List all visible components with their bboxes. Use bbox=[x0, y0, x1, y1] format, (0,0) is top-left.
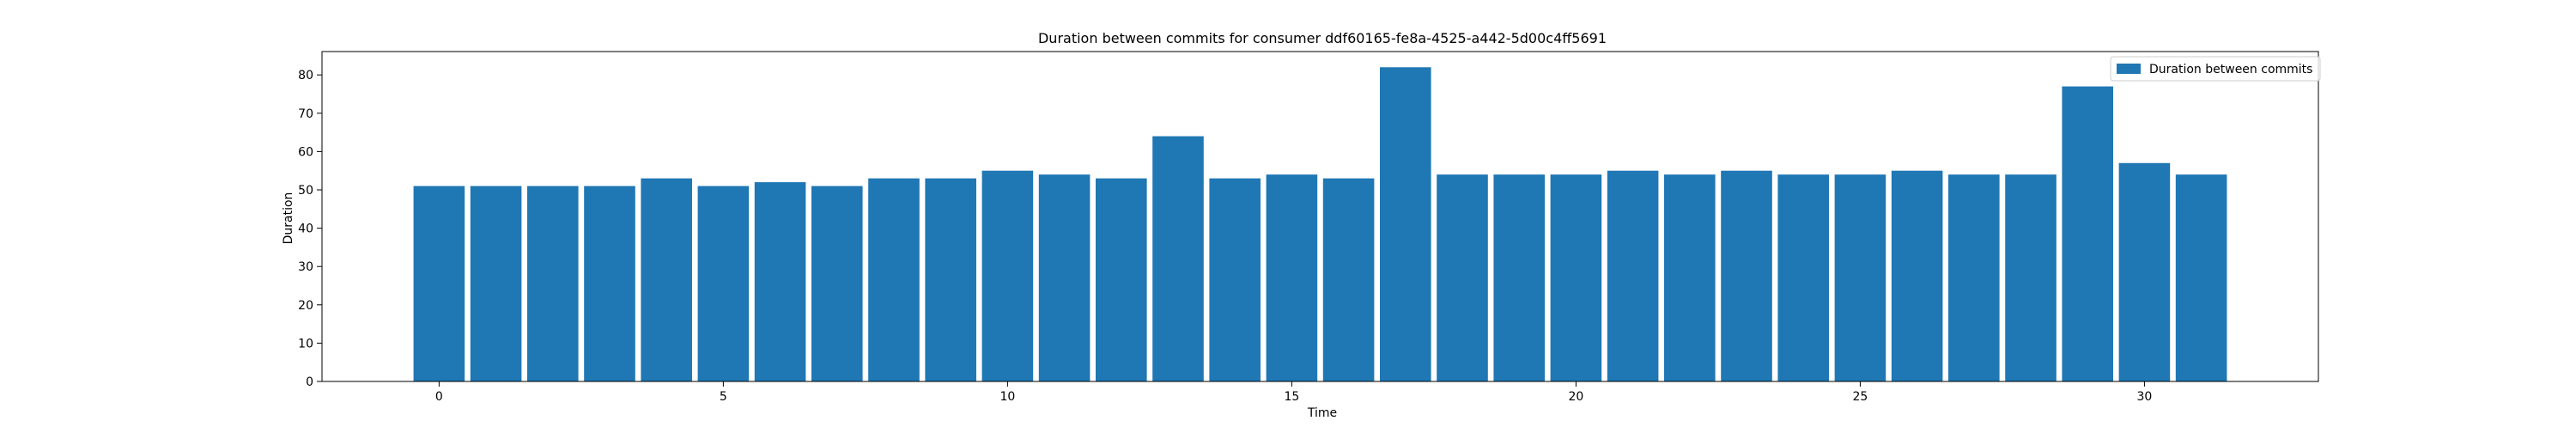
bar bbox=[584, 186, 635, 381]
bar bbox=[1493, 174, 1545, 381]
bar bbox=[1948, 174, 2000, 381]
bar bbox=[1834, 174, 1886, 381]
bar bbox=[1721, 170, 1772, 381]
bar bbox=[1607, 170, 1659, 381]
bar bbox=[1380, 67, 1431, 382]
bar bbox=[1437, 174, 1488, 381]
legend-swatch bbox=[2117, 64, 2141, 74]
bar bbox=[470, 186, 522, 381]
x-tick-label: 15 bbox=[1284, 390, 1299, 404]
y-tick-label: 30 bbox=[298, 260, 313, 274]
x-tick-label: 10 bbox=[999, 390, 1015, 404]
bar bbox=[1664, 174, 1716, 381]
y-tick-label: 20 bbox=[298, 299, 313, 313]
bar bbox=[1209, 178, 1261, 381]
bar bbox=[1096, 178, 1147, 381]
bar bbox=[2175, 174, 2227, 381]
x-axis-label: Time bbox=[1307, 406, 1337, 420]
bar bbox=[1777, 174, 1830, 381]
bar bbox=[1322, 178, 1375, 381]
y-tick-label: 60 bbox=[298, 145, 313, 159]
bar bbox=[1038, 174, 1091, 381]
legend-label: Duration between commits bbox=[2149, 63, 2312, 76]
y-axis-label: Duration bbox=[282, 192, 295, 245]
y-tick-label: 40 bbox=[298, 223, 313, 236]
bars-layer bbox=[413, 67, 2227, 382]
bar bbox=[1152, 136, 1204, 381]
y-tick-label: 70 bbox=[298, 107, 313, 121]
bar bbox=[1266, 174, 1318, 381]
legend: Duration between commits bbox=[2110, 56, 2321, 82]
bar bbox=[697, 186, 750, 381]
bar bbox=[811, 186, 863, 381]
chart-title: Duration between commits for consumer dd… bbox=[1038, 30, 1607, 46]
bar bbox=[526, 186, 579, 381]
bar bbox=[1891, 170, 1943, 381]
x-tick-label: 20 bbox=[1568, 390, 1583, 404]
bar bbox=[981, 170, 1034, 381]
y-tick-label: 0 bbox=[306, 375, 313, 389]
plot-frame bbox=[321, 51, 2319, 382]
bar bbox=[868, 178, 920, 381]
axes-layer: 0 5 10 15 20 25 30 0 10 20 30 40 50 60 70 80 bbox=[298, 51, 2319, 404]
bar bbox=[1550, 174, 1602, 381]
y-tick-label: 50 bbox=[298, 184, 313, 198]
x-tick-label: 0 bbox=[435, 390, 443, 404]
bar bbox=[641, 178, 692, 381]
bar bbox=[2118, 162, 2171, 381]
legend-frame bbox=[2110, 56, 2321, 82]
x-tick-label: 25 bbox=[1853, 390, 1868, 404]
bar bbox=[413, 186, 465, 381]
bar bbox=[925, 178, 976, 381]
y-tick-label: 10 bbox=[298, 337, 313, 351]
x-tick-label: 30 bbox=[2137, 390, 2153, 404]
x-tick-label: 5 bbox=[720, 390, 727, 404]
bar bbox=[2062, 86, 2114, 382]
bar bbox=[754, 182, 806, 381]
y-tick-label: 80 bbox=[298, 69, 313, 82]
bar bbox=[2005, 174, 2057, 381]
